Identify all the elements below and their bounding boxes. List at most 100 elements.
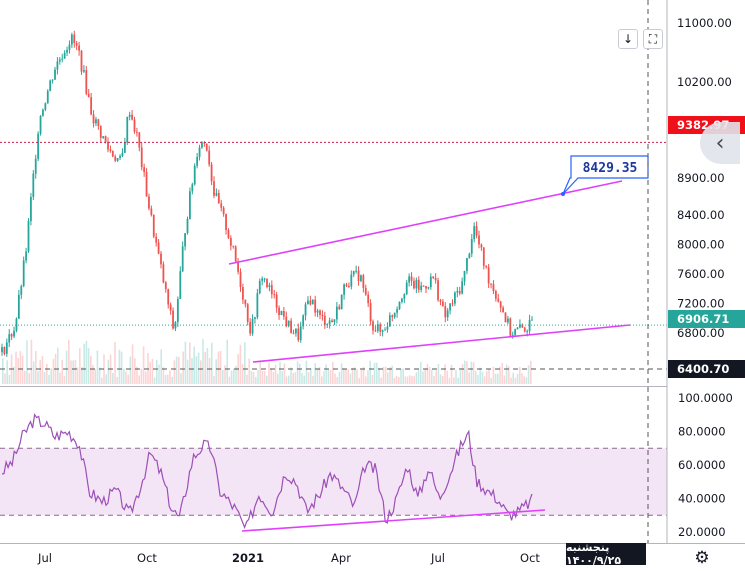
candle-body [22,260,25,287]
volume-bar [222,369,224,384]
volume-bar [118,349,121,384]
candle-body [350,274,353,287]
candle-body [186,219,189,234]
candle-body [229,237,232,246]
candle-body [95,119,97,124]
rsi-line [1,413,533,530]
candle-body [282,310,285,317]
volume-bar [360,369,363,384]
candle-body [51,79,54,81]
candle-body [169,304,172,311]
volume-bar [296,361,299,384]
candle-body [184,233,186,247]
fullscreen-icon[interactable]: ⛶ [643,29,663,49]
volume-bar [404,376,407,384]
rsi-pane [0,413,667,532]
candle-body [42,109,44,116]
candle-body [432,276,435,279]
candle-body [152,215,155,237]
candle-body [85,70,88,94]
volume-bar [272,371,275,384]
volume-bar [332,362,334,384]
candle-body [109,149,112,151]
candle-body [266,278,268,288]
volume-bar [321,376,323,384]
volume-bar [358,377,360,384]
volume-bar [266,375,268,384]
candle-body [494,290,497,299]
candle-body [502,307,504,313]
candle-body [396,309,398,313]
volume-bar [101,377,103,384]
volume-bar [349,373,352,384]
candle-body [148,196,150,209]
lower-trendline [252,324,631,363]
volume-bar [435,370,437,384]
time-tick-label: Apr [331,551,351,565]
candle-body [116,158,119,161]
volume-bar [74,359,77,384]
volume-bar [52,359,55,384]
candle-body [78,45,80,51]
candle-body [15,318,18,331]
candle-body [234,246,237,262]
volume-bar [450,364,453,384]
candle-body [321,314,324,316]
volume-bar [107,359,110,384]
volume-bar [525,377,528,384]
candle-body [352,271,355,275]
volume-bar [149,361,151,384]
candle-body [254,317,256,319]
candle-body [17,294,20,319]
candle-body [290,320,292,334]
candle-body [63,52,66,59]
volume-bar [472,362,475,384]
volume-bar [30,339,33,384]
candle-body [302,315,305,327]
price-tick-label: 10200.00 [677,75,732,89]
volume-bar [114,342,116,384]
candle-body [454,292,456,304]
candle-body [167,289,170,305]
candle-body [278,307,280,316]
volume-bar [475,371,477,384]
volume-bar [28,373,30,384]
volume-bar [138,375,140,384]
volume-bar [459,370,462,384]
volume-bar [521,373,523,384]
volume-bar [167,374,169,384]
candle-body [273,294,276,296]
candle-body [499,301,502,308]
volume-bar [241,364,244,384]
candle-body [497,298,500,302]
candle-body [181,246,184,272]
rsi-tick-label: 40.0000 [678,492,726,506]
volume-bar [127,374,129,384]
candle-body [138,132,141,148]
volume-bar [4,373,6,384]
candle-body [519,324,521,328]
volume-bar [24,370,26,384]
volume-bar [6,360,8,384]
candle-body [61,58,64,60]
chevron-left-icon[interactable]: ‹ [700,122,740,164]
volume-bar [171,376,173,384]
volume-bar [151,358,154,384]
candle-body [32,173,35,197]
volume-bar [424,369,426,384]
volume-bar [131,344,134,384]
candle-body [49,80,52,91]
scroll-down-icon[interactable]: ↓ [618,29,638,49]
candle-body [521,324,524,328]
volume-bar [453,377,455,384]
candle-body [376,324,379,331]
candle-body [458,290,461,294]
candle-body [133,119,136,132]
volume-bar [523,376,525,384]
candle-body [304,304,307,316]
candle-body [429,276,432,288]
volume-bar [479,367,481,384]
gear-icon[interactable]: ⚙ [694,548,710,568]
volume-bar [501,362,503,384]
